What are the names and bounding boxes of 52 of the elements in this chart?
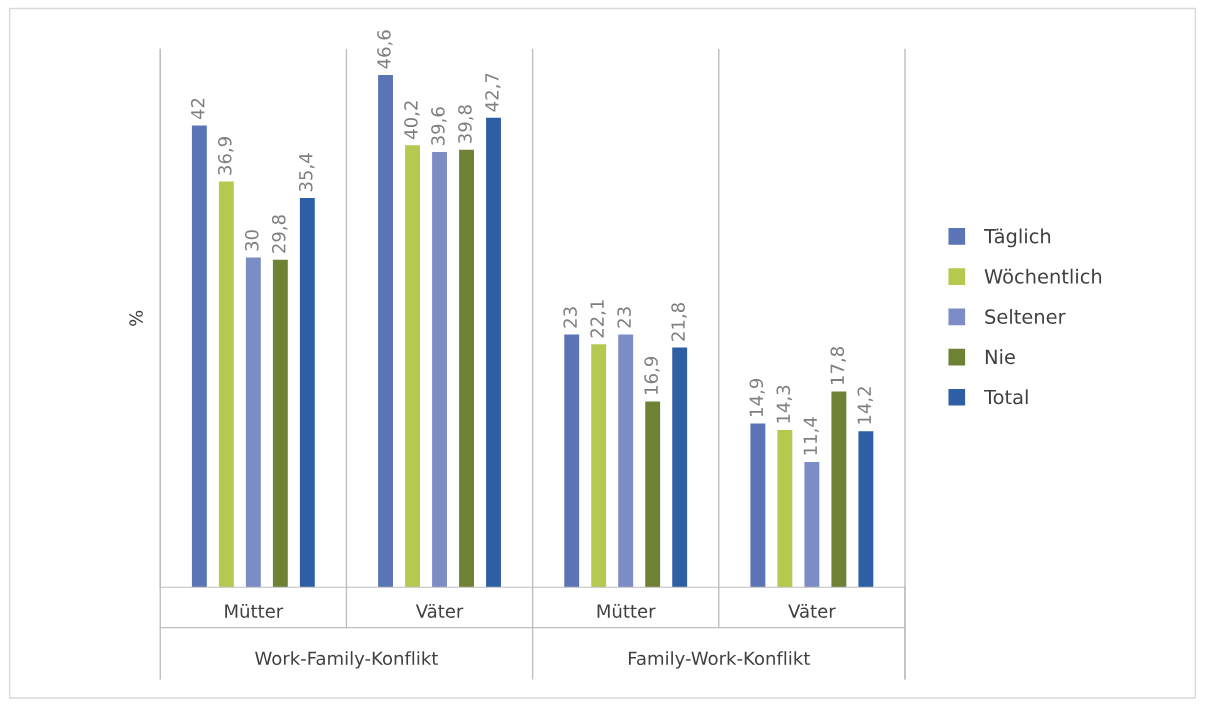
data-label: 42 xyxy=(190,98,205,120)
data-label: 23 xyxy=(563,307,577,328)
bar xyxy=(750,423,766,588)
data-label: 40,2 xyxy=(404,101,420,139)
data-label: 23 xyxy=(617,307,631,328)
x-tick-label: Mütter xyxy=(225,603,284,618)
bar xyxy=(858,431,874,588)
text: Work-Family-Konflikt xyxy=(255,651,438,669)
bar xyxy=(299,198,315,588)
x-tick-label: Väter xyxy=(415,603,464,618)
bar xyxy=(645,401,661,588)
bar xyxy=(459,149,474,588)
bar xyxy=(405,145,420,588)
bar xyxy=(672,347,688,588)
legend-label: Täglich xyxy=(983,228,1051,248)
data-label: 11,4 xyxy=(803,417,819,455)
data-label: 22,1 xyxy=(590,300,606,338)
bar xyxy=(591,344,607,588)
data-label: 39,8 xyxy=(458,105,474,143)
data-label: 17,8 xyxy=(830,347,846,385)
data-label: 29,8 xyxy=(271,215,288,253)
bar xyxy=(218,181,234,588)
x-tick-label: Väter xyxy=(788,603,836,618)
data-label: 35,4 xyxy=(298,153,315,192)
data-label: 36,9 xyxy=(217,137,234,175)
x-tick-label: Mütter xyxy=(597,603,656,618)
bar xyxy=(272,259,288,588)
bar xyxy=(432,151,447,588)
bar xyxy=(831,391,847,588)
bar xyxy=(777,430,793,588)
text: Family-Work-Konflikt xyxy=(628,651,810,669)
legend-label: Total xyxy=(983,389,1028,405)
legend-label: Nie xyxy=(985,349,1015,365)
data-label: 46,6 xyxy=(377,30,393,69)
data-label: 30 xyxy=(244,230,259,251)
data-label: 16,9 xyxy=(644,356,660,394)
bar xyxy=(378,74,393,588)
legend-label: Seltener xyxy=(985,308,1066,324)
data-label: 14,3 xyxy=(776,385,792,423)
data-label: 21,8 xyxy=(671,303,687,341)
data-label: 14,2 xyxy=(857,387,873,424)
bar xyxy=(486,117,501,588)
data-label: 14,9 xyxy=(749,378,765,416)
data-label: 42,7 xyxy=(485,73,501,112)
bar xyxy=(804,461,820,588)
bar xyxy=(191,125,207,588)
y-axis-title: % xyxy=(129,310,143,326)
bar xyxy=(618,334,634,588)
bar xyxy=(245,257,261,588)
data-label: 39,6 xyxy=(431,107,447,145)
legend-label: Wöchentlich xyxy=(984,268,1102,284)
bar xyxy=(564,334,580,588)
